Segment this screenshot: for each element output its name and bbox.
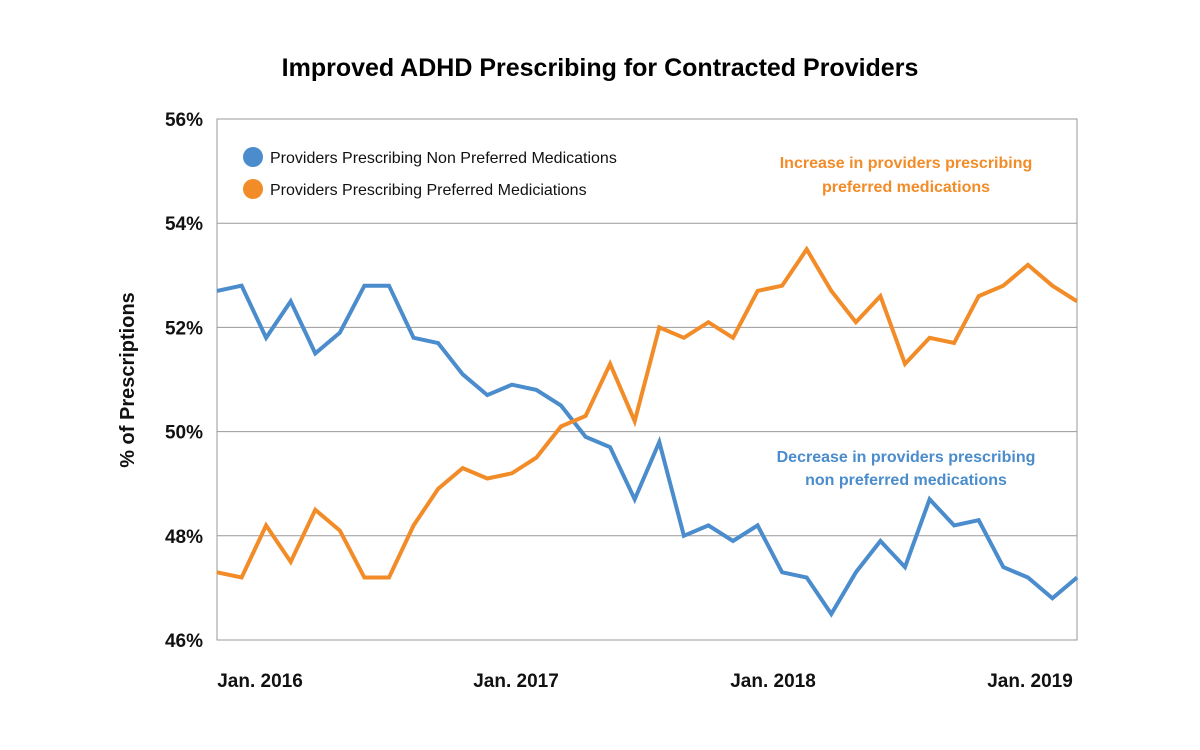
legend: Providers Prescribing Non Preferred Medi… <box>243 147 617 199</box>
x-tick-label: Jan. 2017 <box>473 671 559 692</box>
series-lines <box>216 245 1079 618</box>
y-tick-label: 56% <box>165 110 203 131</box>
annotation-decrease-line2: non preferred medications <box>805 472 1007 489</box>
legend-label-non-preferred: Providers Prescribing Non Preferred Medi… <box>270 150 617 167</box>
annotation-increase-line2: preferred medications <box>822 179 990 196</box>
y-tick-label: 52% <box>165 318 203 339</box>
x-axis-ticks: Jan. 2016 Jan. 2017 Jan. 2018 Jan. 2019 <box>217 671 1073 692</box>
annotation-decrease: Decrease in providers prescribing non pr… <box>777 449 1036 489</box>
annotation-decrease-line1: Decrease in providers prescribing <box>777 449 1036 466</box>
chart-title: Improved ADHD Prescribing for Contracted… <box>282 54 919 82</box>
x-tick-label: Jan. 2016 <box>217 671 303 692</box>
plot-border <box>216 118 1078 641</box>
y-tick-label: 46% <box>165 631 203 652</box>
series-line-non-preferred <box>216 283 1079 618</box>
legend-marker-preferred <box>243 179 263 199</box>
y-axis-label: % of Prescriptions <box>117 292 139 468</box>
annotation-increase-line1: Increase in providers prescribing <box>780 155 1033 172</box>
gridlines <box>217 222 1077 537</box>
legend-label-preferred: Providers Prescribing Preferred Mediciat… <box>270 182 587 199</box>
y-axis-ticks: 46% 48% 50% 52% 54% 56% <box>165 110 203 652</box>
series-line-preferred <box>216 245 1079 580</box>
y-tick-label: 54% <box>165 214 203 235</box>
annotation-increase: Increase in providers prescribing prefer… <box>780 155 1033 196</box>
y-tick-label: 48% <box>165 527 203 548</box>
x-tick-label: Jan. 2018 <box>730 671 816 692</box>
x-tick-label: Jan. 2019 <box>987 671 1073 692</box>
legend-marker-non-preferred <box>243 147 263 167</box>
y-tick-label: 50% <box>165 423 203 444</box>
